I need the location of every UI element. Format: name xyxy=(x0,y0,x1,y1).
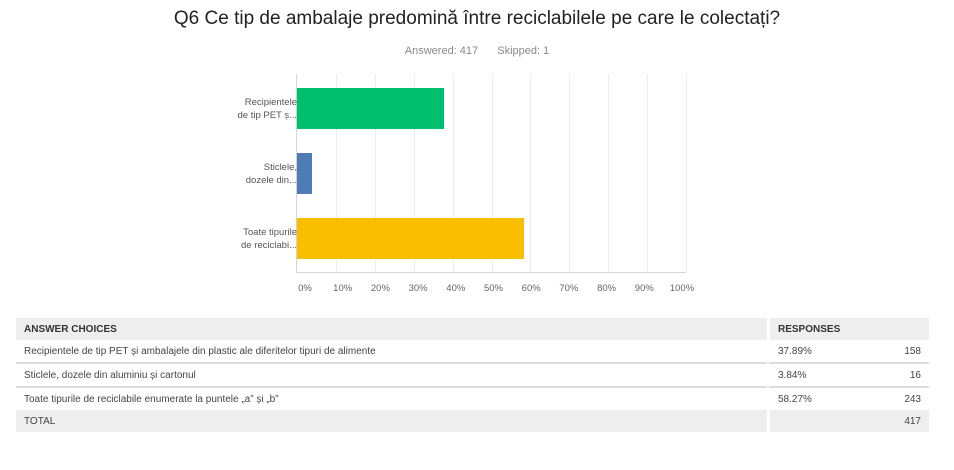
header-responses: RESPONSES xyxy=(767,318,929,340)
gridline xyxy=(647,74,649,272)
response-stats: Answered: 417 Skipped: 1 xyxy=(0,45,954,57)
x-tick-label: 80% xyxy=(597,283,617,294)
total-row: TOTAL 417 xyxy=(16,410,929,432)
x-tick-label: 10% xyxy=(333,283,353,294)
choice-percent: 3.84% xyxy=(767,364,868,388)
gridline xyxy=(452,74,454,272)
bar-0[interactable] xyxy=(297,88,445,129)
choice-percent: 58.27% xyxy=(767,388,867,410)
gridline xyxy=(686,74,687,272)
bar-1[interactable] xyxy=(297,153,312,194)
results-table: ANSWER CHOICES RESPONSES Recipientele de… xyxy=(16,318,929,432)
gridline xyxy=(413,74,415,272)
y-axis xyxy=(296,74,297,273)
y-label-1: Sticlele, dozele din... xyxy=(245,162,297,186)
gridline xyxy=(335,74,337,272)
skipped-count: Skipped: 1 xyxy=(497,45,550,57)
table-row: Toate tipurile de reciclabile enumerate … xyxy=(16,388,929,410)
x-tick-label: 0% xyxy=(298,283,312,294)
answered-count: Answered: 417 xyxy=(404,45,479,57)
choice-text: Recipientele de tip PET și ambalajele di… xyxy=(16,340,767,364)
table-row: Sticlele, dozele din aluminiu și cartonu… xyxy=(16,364,929,388)
total-empty xyxy=(767,410,868,432)
x-tick-label: 100% xyxy=(669,283,695,294)
total-count: 417 xyxy=(867,410,929,432)
x-tick-label: 90% xyxy=(634,283,654,294)
choice-count: 16 xyxy=(867,364,929,388)
header-answer-choices: ANSWER CHOICES xyxy=(16,318,767,340)
bar-2[interactable] xyxy=(297,218,524,259)
gridline xyxy=(569,74,571,272)
x-tick-label: 50% xyxy=(483,283,504,294)
gridline xyxy=(530,74,532,272)
x-tick-label: 40% xyxy=(446,283,466,294)
choice-count: 243 xyxy=(904,393,921,405)
x-axis xyxy=(297,272,686,273)
y-label-0: Recipientele de tip PET ș... xyxy=(237,97,298,121)
table-row: Recipientele de tip PET și ambalajele di… xyxy=(16,340,929,364)
choice-text: Sticlele, dozele din aluminiu și cartonu… xyxy=(16,364,767,388)
choice-text: Toate tipurile de reciclabile enumerate … xyxy=(24,393,279,405)
choice-percent: 37.89% xyxy=(767,340,868,364)
x-tick-label: 70% xyxy=(559,283,579,294)
choice-count: 158 xyxy=(867,340,929,364)
x-tick-label: 30% xyxy=(408,283,428,294)
total-label: TOTAL xyxy=(16,410,767,432)
plot-area xyxy=(297,74,687,272)
x-tick-label: 20% xyxy=(370,283,390,294)
y-label-2: Toate tipurile de reciclabi... xyxy=(241,227,297,251)
gridline xyxy=(608,74,610,272)
x-tick-label: 60% xyxy=(521,283,541,294)
gridline xyxy=(491,74,493,272)
gridline xyxy=(374,74,376,272)
question-title: Q6 Ce tip de ambalaje predomină între re… xyxy=(173,8,781,29)
